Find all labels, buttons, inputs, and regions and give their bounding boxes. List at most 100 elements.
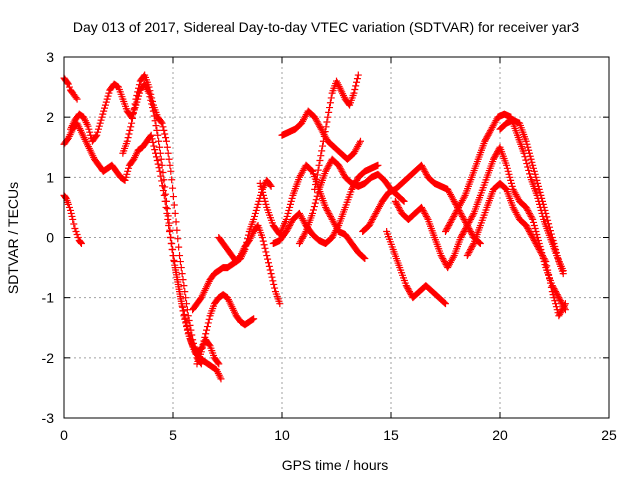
data-point	[540, 203, 548, 211]
data-point	[251, 212, 259, 220]
data-point	[351, 85, 359, 93]
data-point	[528, 232, 536, 240]
data-point	[165, 219, 173, 227]
data-point	[73, 95, 81, 103]
data-point	[74, 234, 82, 241]
data-point	[396, 206, 404, 214]
data-point	[158, 119, 166, 127]
data-point	[249, 315, 257, 323]
data-point	[446, 218, 454, 226]
data-point	[182, 294, 190, 302]
data-point	[524, 206, 532, 214]
data-point	[252, 206, 260, 214]
data-point	[286, 221, 294, 229]
data-point	[166, 161, 174, 169]
data-point	[418, 203, 426, 211]
data-point	[71, 224, 79, 232]
data-point	[530, 167, 538, 175]
data-point	[326, 104, 334, 112]
data-point	[531, 170, 539, 178]
data-point	[544, 216, 552, 224]
data-point	[160, 191, 168, 199]
data-point	[449, 253, 457, 261]
data-point	[154, 131, 162, 139]
data-point	[321, 128, 329, 136]
data-point	[482, 134, 490, 142]
data-point	[313, 171, 321, 179]
data-point	[324, 208, 332, 216]
y-tick-label: -3	[42, 410, 55, 426]
data-point	[198, 344, 206, 352]
data-point	[359, 253, 367, 261]
data-point	[560, 303, 568, 311]
data-point	[322, 203, 330, 211]
data-point	[549, 237, 557, 245]
data-point	[176, 292, 184, 300]
data-point	[348, 185, 356, 193]
data-point	[171, 209, 179, 217]
data-point	[486, 128, 494, 136]
data-point	[548, 288, 556, 296]
data-point	[164, 212, 172, 220]
series-arc-12	[295, 155, 408, 248]
data-point	[532, 227, 540, 235]
data-point	[73, 230, 81, 238]
series-arc-18	[463, 179, 569, 320]
data-point	[162, 137, 170, 145]
data-point	[466, 247, 474, 255]
data-point	[98, 113, 106, 121]
data-point	[85, 125, 93, 133]
data-point	[258, 234, 266, 241]
data-point	[352, 82, 360, 90]
data-point	[504, 167, 512, 175]
data-point	[261, 197, 269, 205]
data-point	[422, 211, 430, 219]
data-point	[443, 224, 451, 232]
data-point	[287, 218, 295, 226]
data-point	[524, 224, 532, 232]
data-point	[537, 249, 545, 257]
data-point	[157, 118, 165, 126]
data-point	[311, 199, 319, 207]
data-point	[190, 343, 198, 351]
data-point	[260, 241, 268, 249]
data-point	[555, 312, 563, 320]
data-point	[554, 292, 562, 300]
data-point	[546, 275, 554, 283]
data-point	[406, 288, 414, 296]
data-point	[263, 252, 271, 260]
data-point	[525, 146, 533, 154]
series-arc-08	[215, 221, 284, 308]
data-point	[164, 149, 172, 157]
series-arc-03	[60, 119, 225, 383]
data-point	[522, 156, 530, 164]
data-point	[158, 161, 166, 169]
data-point	[374, 161, 382, 169]
data-point	[203, 326, 211, 334]
data-point	[437, 252, 445, 260]
data-point	[176, 258, 184, 266]
data-point	[130, 105, 138, 113]
data-point	[154, 160, 162, 168]
data-point	[546, 227, 554, 235]
data-point	[547, 230, 555, 238]
data-point	[354, 71, 362, 79]
data-point	[493, 149, 501, 157]
data-point	[161, 183, 169, 191]
data-point	[204, 319, 212, 327]
data-point	[257, 182, 265, 190]
data-point	[128, 114, 136, 122]
data-point	[556, 295, 564, 303]
data-point	[360, 254, 368, 262]
data-point	[525, 226, 533, 234]
data-point	[189, 336, 197, 344]
data-point	[532, 240, 540, 248]
data-point	[539, 197, 547, 205]
data-point	[367, 218, 375, 226]
data-point	[169, 246, 177, 254]
data-point	[96, 119, 104, 127]
data-point	[258, 185, 266, 193]
data-point	[284, 209, 292, 217]
data-point	[460, 215, 468, 223]
data-point	[189, 339, 197, 347]
